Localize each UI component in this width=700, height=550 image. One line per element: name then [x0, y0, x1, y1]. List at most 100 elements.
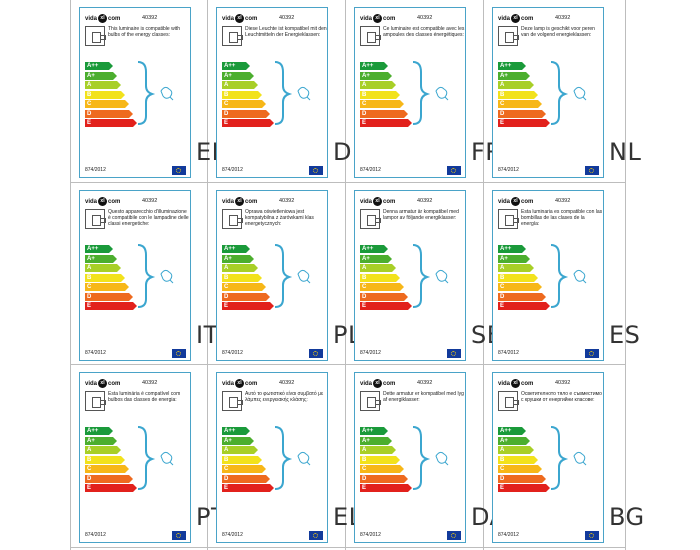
energy-label-panel: vida xl com 40392 Ce luminaire est compatibl…	[354, 7, 466, 178]
brand-logo: vida xl com	[498, 14, 534, 23]
energy-label-panel: vida xl com 40392 Esta luminária é compatíve…	[79, 372, 191, 543]
energy-class-scale: A++ A+ A B C D E	[360, 62, 412, 129]
grid-line	[70, 182, 626, 183]
brace-lamp-icon	[274, 61, 311, 125]
energy-class-bar: A++	[498, 62, 526, 70]
eu-flag-icon	[309, 531, 323, 540]
energy-class-bar: A++	[498, 245, 526, 253]
energy-class-bar: A+	[360, 71, 392, 80]
energy-class-scale: A++ A+ A B C D E	[222, 245, 274, 312]
energy-label-panel: vida xl com 40392 Denna armatur är kompatibe…	[354, 190, 466, 361]
energy-label-panel: vida xl com 40392 Осветителното тяло е съвме…	[492, 372, 604, 543]
compatibility-text: Oprawa oświetleniowa jest kompatybilna z…	[245, 209, 314, 227]
luminaire-icon	[498, 209, 519, 229]
energy-class-bar: E	[498, 484, 550, 492]
energy-label-panel: vida xl com 40392 Diese Leuchte ist kompatib…	[216, 7, 328, 178]
regulation-number: 874/2012	[222, 350, 243, 356]
luminaire-icon	[360, 391, 381, 411]
energy-class-bar: C	[85, 283, 129, 291]
energy-class-scale: A++ A+ A B C D E	[360, 427, 412, 494]
grid-line	[483, 0, 484, 550]
energy-class-bar: D	[498, 109, 546, 118]
compatibility-text: Deze lamp is geschikt voor peren van de …	[521, 26, 595, 38]
eu-flag-icon	[585, 349, 599, 358]
grid-line	[70, 0, 71, 550]
energy-class-bar: C	[85, 100, 129, 108]
eu-flag-icon	[172, 531, 186, 540]
product-code: 40392	[555, 198, 571, 204]
grid-line	[625, 0, 626, 550]
regulation-number: 874/2012	[360, 167, 381, 173]
energy-class-bar: C	[498, 283, 542, 291]
brace-lamp-icon	[412, 244, 449, 308]
brand-logo: vida xl com	[85, 197, 121, 206]
product-code: 40392	[417, 380, 433, 386]
product-code: 40392	[142, 380, 158, 386]
energy-class-bar: D	[360, 109, 408, 118]
energy-label-panel: vida xl com 40392 Deze lamp is geschikt voor…	[492, 7, 604, 178]
energy-class-bar: A+	[85, 254, 117, 263]
energy-class-bar: A++	[360, 245, 388, 253]
eu-flag-icon	[447, 349, 461, 358]
energy-class-bar: A	[85, 264, 121, 272]
regulation-number: 874/2012	[360, 532, 381, 538]
luminaire-icon	[222, 26, 243, 46]
energy-class-bar: D	[498, 292, 546, 301]
energy-label-panel: vida xl com 40392 Dette armatur er kompatibe…	[354, 372, 466, 543]
compatibility-text: Ce luminaire est compatible avec les amp…	[383, 26, 465, 38]
energy-class-bar: B	[85, 90, 125, 99]
energy-class-bar: A+	[85, 436, 117, 445]
luminaire-icon	[85, 391, 106, 411]
compatibility-text: Αυτό το φωτιστικό είναι συμβατό με λάμπε…	[245, 391, 324, 403]
energy-class-scale: A++ A+ A B C D E	[85, 245, 137, 312]
brand-logo: vida xl com	[222, 14, 258, 23]
energy-class-bar: A	[360, 446, 396, 454]
energy-class-bar: C	[222, 100, 266, 108]
product-code: 40392	[142, 198, 158, 204]
energy-class-bar: A++	[222, 427, 250, 435]
compatibility-text: Осветителното тяло е съвместимо с крушки…	[521, 391, 602, 403]
energy-class-bar: E	[222, 302, 274, 310]
brace-lamp-icon	[137, 61, 174, 125]
energy-label-cell: vida xl com 40392 Dette armatur er kompatibe…	[346, 365, 506, 547]
energy-class-bar: B	[360, 273, 400, 282]
brand-logo: vida xl com	[85, 379, 121, 388]
energy-class-bar: B	[222, 455, 262, 464]
eu-flag-icon	[447, 166, 461, 175]
energy-class-bar: A++	[360, 427, 388, 435]
luminaire-icon	[222, 209, 243, 229]
product-code: 40392	[279, 198, 295, 204]
energy-class-bar: E	[85, 119, 137, 127]
energy-class-bar: A+	[360, 254, 392, 263]
energy-label-cell: vida xl com 40392 This luminaire is compatib…	[71, 0, 230, 182]
energy-class-bar: B	[498, 273, 538, 282]
energy-class-bar: D	[498, 474, 546, 483]
energy-class-bar: C	[498, 465, 542, 473]
energy-class-scale: A++ A+ A B C D E	[222, 62, 274, 129]
regulation-number: 874/2012	[498, 350, 519, 356]
energy-class-bar: D	[222, 474, 270, 483]
energy-class-bar: E	[360, 302, 412, 310]
product-code: 40392	[555, 380, 571, 386]
regulation-number: 874/2012	[498, 167, 519, 173]
energy-label-panel: vida xl com 40392 Oprawa oświetleniowa jest …	[216, 190, 328, 361]
energy-class-bar: A++	[85, 62, 113, 70]
energy-class-bar: D	[85, 474, 133, 483]
energy-class-bar: C	[498, 100, 542, 108]
eu-flag-icon	[585, 166, 599, 175]
luminaire-icon	[85, 209, 106, 229]
energy-label-panel: vida xl com 40392 Esta luminaria es compatib…	[492, 190, 604, 361]
brace-lamp-icon	[137, 426, 174, 490]
energy-class-bar: E	[222, 119, 274, 127]
brand-logo: vida xl com	[360, 14, 396, 23]
energy-class-bar: A+	[222, 254, 254, 263]
energy-label-cell: vida xl com 40392 Diese Leuchte ist kompatib…	[208, 0, 367, 182]
energy-class-scale: A++ A+ A B C D E	[360, 245, 412, 312]
energy-class-scale: A++ A+ A B C D E	[85, 427, 137, 494]
energy-class-bar: A	[498, 264, 534, 272]
energy-class-bar: E	[498, 302, 550, 310]
brand-logo: vida xl com	[222, 197, 258, 206]
energy-class-bar: B	[222, 273, 262, 282]
energy-label-cell: vida xl com 40392 Questo apparecchio d'illum…	[71, 183, 218, 365]
energy-label-cell: vida xl com 40392 Αυτό το φωτιστικό είναι συ…	[208, 365, 362, 547]
